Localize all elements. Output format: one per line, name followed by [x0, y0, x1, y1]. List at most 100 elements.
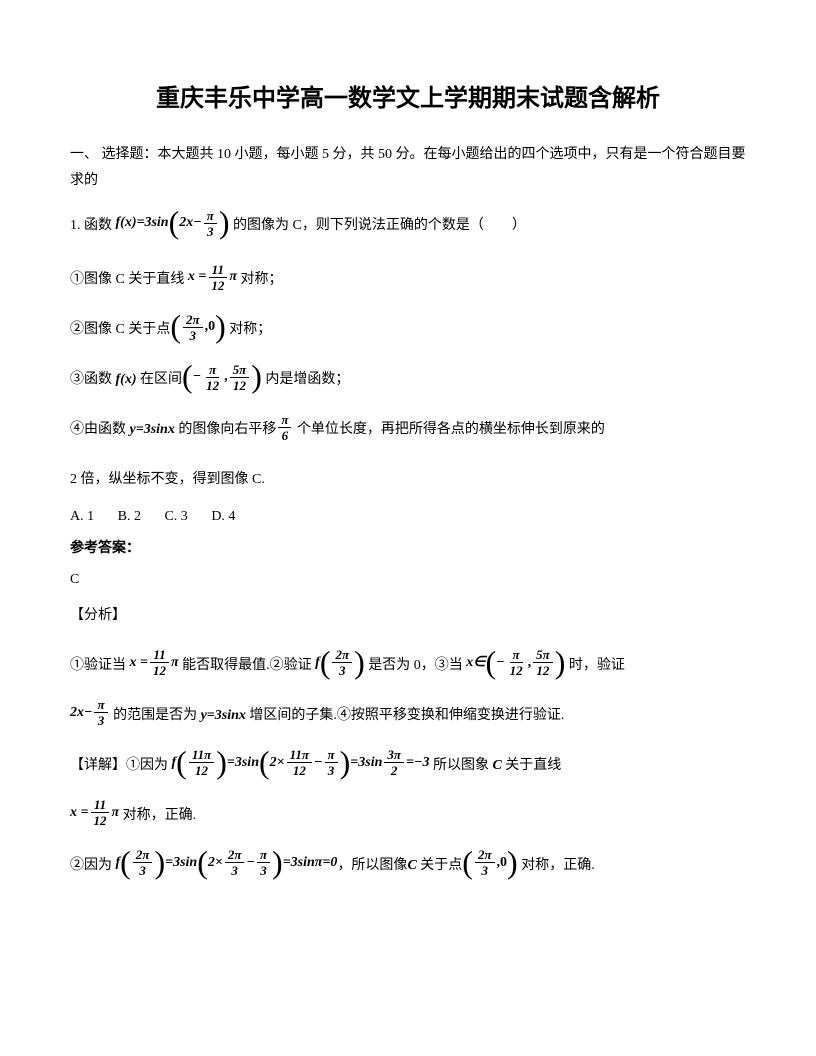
answer-value: C [70, 569, 746, 591]
eq3: =−3 [406, 752, 429, 774]
post2: 关于直线 [505, 755, 561, 777]
eq: =3sin [227, 752, 259, 774]
analysis-label: 【分析】 [70, 605, 746, 627]
n: 2π [183, 313, 203, 328]
detail-1-line2: x = 1112 π 对称，正确. [70, 791, 746, 827]
detail-label: 【详解】①因为 [70, 755, 168, 777]
mid: 能否取得最值.②验证 [182, 655, 312, 677]
d: 3 [228, 863, 241, 877]
post: 时，验证 [569, 655, 625, 677]
x: x = [70, 802, 88, 824]
n: 3π [384, 748, 404, 763]
pre: ①验证当 [70, 655, 126, 677]
item3-pre: ③函数 [70, 369, 112, 391]
c: , [528, 652, 532, 674]
page-title: 重庆丰乐中学高一数学文上学期期末试题含解析 [70, 80, 746, 118]
n: π [325, 748, 338, 763]
post: 增区间的子集.④按照平移变换和伸缩变换进行验证. [249, 705, 564, 727]
item1-pre: ①图像 C 关于直线 [70, 269, 184, 291]
n: π [278, 413, 291, 428]
m: − [246, 852, 254, 874]
c: , [224, 366, 228, 388]
q1-item1: ①图像 C 关于直线 x = 1112 π 对称； [70, 256, 746, 292]
eq: =3sin [165, 852, 197, 874]
item4-pre: ④由函数 [70, 419, 126, 441]
detail-1: 【详解】①因为 f ( 11π12 ) =3sin ( 2× 11π12 − π… [70, 741, 746, 777]
d: 3 [187, 328, 200, 342]
fx-text: f(x)=3sin [116, 212, 169, 234]
q1-item4: ④由函数 y=3sinx 的图像向右平移 π6 个单位长度，再把所得各点的横坐标… [70, 406, 746, 442]
d: 12 [290, 763, 309, 777]
d: 6 [279, 428, 292, 442]
item4-line2: 2 倍，纵坐标不变，得到图像 C. [70, 469, 265, 491]
pi: π [229, 266, 237, 288]
d: 12 [203, 378, 222, 392]
frac-num: π [204, 209, 217, 224]
d: 3 [136, 863, 149, 877]
analysis-line2: 2x− π3 的范围是否为 y=3sinx 增区间的子集.④按照平移变换和伸缩变… [70, 691, 746, 727]
C: C [407, 855, 416, 877]
mid: 的范围是否为 [113, 705, 197, 727]
fx: f(x) [116, 369, 137, 391]
option-a: A. 1 [70, 509, 94, 524]
m: − [314, 752, 322, 774]
answer-label: 参考答案： [70, 538, 746, 560]
n: 5π [533, 648, 553, 663]
n: 11 [91, 798, 109, 813]
item2-pre: ②图像 C 关于点 [70, 319, 170, 341]
n: π [257, 848, 270, 863]
y: y=3sinx [130, 419, 175, 441]
n: 2π [133, 848, 153, 863]
n: π [94, 698, 107, 713]
q1-prefix: 1. 函数 [70, 215, 112, 237]
n: 5π [230, 363, 250, 378]
q1-item4-line2: 2 倍，纵坐标不变，得到图像 C. [70, 456, 746, 492]
d: 3 [257, 863, 270, 877]
mid2: 是否为 0，③当 [368, 655, 463, 677]
d: 12 [208, 278, 227, 292]
option-c: C. 3 [164, 509, 187, 524]
y: y=3sinx [201, 705, 246, 727]
item3-mid: 在区间 [140, 369, 182, 391]
item4-mid2: 个单位长度，再把所得各点的横坐标伸长到原来的 [297, 419, 605, 441]
q1-formula: f(x)=3sin ( 2x− π3 ) [112, 209, 233, 238]
C: C [492, 755, 501, 777]
neg: − [496, 652, 504, 674]
option-d: D. 4 [211, 509, 235, 524]
n: 2π [332, 648, 352, 663]
d: 12 [507, 663, 526, 677]
pi: π [111, 802, 119, 824]
d: 12 [192, 763, 211, 777]
item4-mid1: 的图像向右平移 [178, 419, 276, 441]
detail-2: ②因为 f ( 2π3 ) =3sin ( 2× 2π3 − π3 ) =3si… [70, 841, 746, 877]
d: 12 [150, 663, 169, 677]
neg: − [193, 366, 201, 388]
post: 对称，正确. [521, 855, 595, 877]
pre: ②因为 [70, 855, 112, 877]
d: 2 [388, 763, 401, 777]
xin: x∈ [466, 652, 485, 674]
2x: 2x− [70, 702, 92, 724]
q1-after: 的图像为 C，则下列说法正确的个数是（ ） [233, 215, 526, 237]
post: 所以图象 [433, 755, 489, 777]
n: π [510, 648, 523, 663]
n: π [206, 363, 219, 378]
zero: ,0 [205, 316, 216, 338]
2x: 2× [270, 752, 285, 774]
item3-post: 内是增函数； [265, 369, 349, 391]
d: 12 [230, 378, 249, 392]
mid: ，所以图像 [337, 855, 407, 877]
q1-stem: 1. 函数 f(x)=3sin ( 2x− π3 ) 的图像为 C，则下列说法正… [70, 209, 746, 238]
n: 11 [209, 263, 227, 278]
n: 11π [189, 748, 214, 763]
section-header: 一、 选择题：本大题共 10 小题，每小题 5 分，共 50 分。在每小题给出的… [70, 142, 746, 192]
q1-item2: ②图像 C 关于点 ( 2π3 ,0 ) 对称； [70, 306, 746, 342]
2x: 2× [208, 852, 223, 874]
n: 2π [475, 848, 495, 863]
item2-post: 对称； [229, 319, 271, 341]
d: 12 [90, 813, 109, 827]
analysis-line1: ①验证当 x = 1112 π 能否取得最值.②验证 f ( 2π3 ) 是否为… [70, 641, 746, 677]
z: ,0 [497, 852, 508, 874]
n: 11π [287, 748, 312, 763]
x: x = [130, 652, 148, 674]
